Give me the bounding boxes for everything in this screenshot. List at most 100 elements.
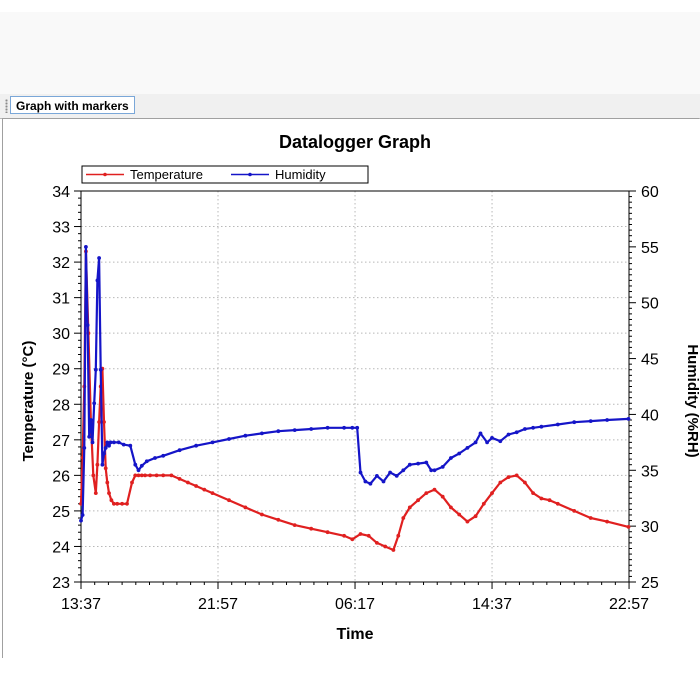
data-point-temperature [555, 501, 560, 506]
grip-icon[interactable] [5, 99, 8, 113]
data-point-temperature [210, 491, 215, 495]
data-point-humidity [588, 419, 593, 423]
y-axis-left-title: Temperature (°C) [20, 341, 37, 462]
data-point-temperature [186, 480, 190, 485]
data-point-humidity [498, 439, 503, 444]
data-point-humidity [144, 459, 149, 464]
y-left-tick-label: 25 [52, 504, 70, 521]
data-point-temperature [227, 498, 231, 503]
data-point-temperature [105, 480, 110, 485]
data-point-temperature [154, 473, 159, 478]
data-point-temperature [449, 505, 453, 510]
data-point-temperature [396, 533, 401, 538]
x-tick-label: 13:37 [61, 596, 101, 613]
data-point-humidity [93, 367, 98, 372]
data-point-temperature [539, 496, 544, 501]
data-point-humidity [95, 278, 100, 283]
y-left-tick-label: 30 [52, 326, 70, 343]
data-point-humidity [260, 431, 264, 436]
y-left-tick-label: 31 [52, 291, 70, 308]
data-point-humidity [424, 460, 429, 465]
y-left-tick-label: 26 [52, 468, 70, 485]
data-point-humidity [555, 422, 560, 427]
data-point-humidity [90, 440, 95, 445]
data-point-temperature [432, 487, 437, 492]
data-point-humidity [388, 470, 392, 475]
data-point-humidity [112, 440, 116, 445]
data-point-humidity [80, 513, 85, 517]
data-point-temperature [177, 477, 182, 481]
y-left-tick-label: 24 [52, 539, 70, 556]
data-point-humidity [309, 427, 314, 431]
data-point-temperature [133, 473, 138, 478]
x-tick-label: 22:57 [609, 596, 649, 613]
series [79, 245, 631, 552]
data-point-humidity [368, 481, 373, 486]
data-point-humidity [514, 430, 519, 435]
x-tick-label: 06:17 [335, 596, 375, 613]
data-point-humidity [121, 442, 126, 447]
data-point-humidity [107, 443, 111, 448]
data-point-temperature [120, 501, 124, 506]
legend-box [81, 165, 369, 184]
data-point-temperature [407, 505, 412, 510]
data-point-temperature [194, 484, 199, 488]
data-point-temperature [366, 533, 371, 538]
data-point-humidity [108, 440, 113, 445]
data-point-temperature [531, 491, 535, 495]
data-point-humidity [139, 463, 144, 468]
y-right-tick-label: 50 [641, 296, 659, 313]
data-point-temperature [125, 501, 129, 506]
y-left-tick-label: 27 [52, 433, 70, 450]
data-point-humidity [358, 470, 363, 475]
data-point-humidity [531, 425, 535, 430]
data-point-humidity [116, 440, 121, 445]
data-point-temperature [498, 480, 503, 485]
data-point-temperature [161, 473, 166, 478]
data-point-temperature [572, 509, 577, 513]
data-point-temperature [514, 473, 519, 478]
data-point-humidity [457, 451, 462, 456]
y-right-tick-label: 30 [641, 519, 659, 536]
data-point-humidity [605, 418, 609, 422]
data-point-humidity [82, 446, 87, 450]
data-point-humidity [87, 434, 92, 439]
data-point-temperature [547, 498, 552, 503]
data-point-temperature [95, 462, 100, 467]
tab-graph-with-markers[interactable]: Graph with markers [10, 96, 135, 114]
data-point-humidity [432, 468, 437, 473]
data-point-humidity [355, 425, 360, 430]
data-point-temperature [109, 498, 114, 503]
data-point-temperature [588, 516, 593, 520]
y-axis-right-title: Humidity (%RH) [684, 344, 699, 457]
data-point-temperature [93, 491, 98, 495]
data-point-temperature [506, 475, 511, 479]
data-point-humidity [539, 424, 544, 429]
y-left-tick-label: 28 [52, 397, 70, 414]
data-point-temperature [465, 519, 470, 524]
data-point-temperature [276, 517, 281, 522]
data-point-humidity [89, 418, 93, 422]
data-point-humidity [416, 461, 420, 466]
data-point-humidity [243, 433, 248, 438]
y-right-tick-label: 60 [641, 184, 659, 201]
data-point-humidity [97, 256, 101, 260]
data-point-temperature [202, 487, 207, 492]
y-left-tick-label: 23 [52, 575, 70, 592]
window-bottom-area [0, 658, 700, 700]
y-right-tick-label: 25 [641, 575, 659, 592]
data-point-humidity [381, 479, 386, 484]
data-point-temperature [102, 420, 106, 424]
data-point-temperature [112, 501, 116, 506]
data-point-temperature [107, 491, 111, 495]
y-left-tick-label: 34 [52, 184, 70, 201]
data-point-temperature [626, 525, 631, 529]
data-point-humidity [79, 518, 83, 523]
data-point-humidity [473, 440, 478, 445]
data-point-humidity [523, 427, 527, 431]
data-point-temperature [309, 526, 314, 531]
data-point-temperature [130, 480, 134, 485]
y-right-tick-label: 55 [641, 240, 659, 257]
data-point-temperature [481, 501, 486, 506]
data-point-humidity [100, 462, 105, 467]
